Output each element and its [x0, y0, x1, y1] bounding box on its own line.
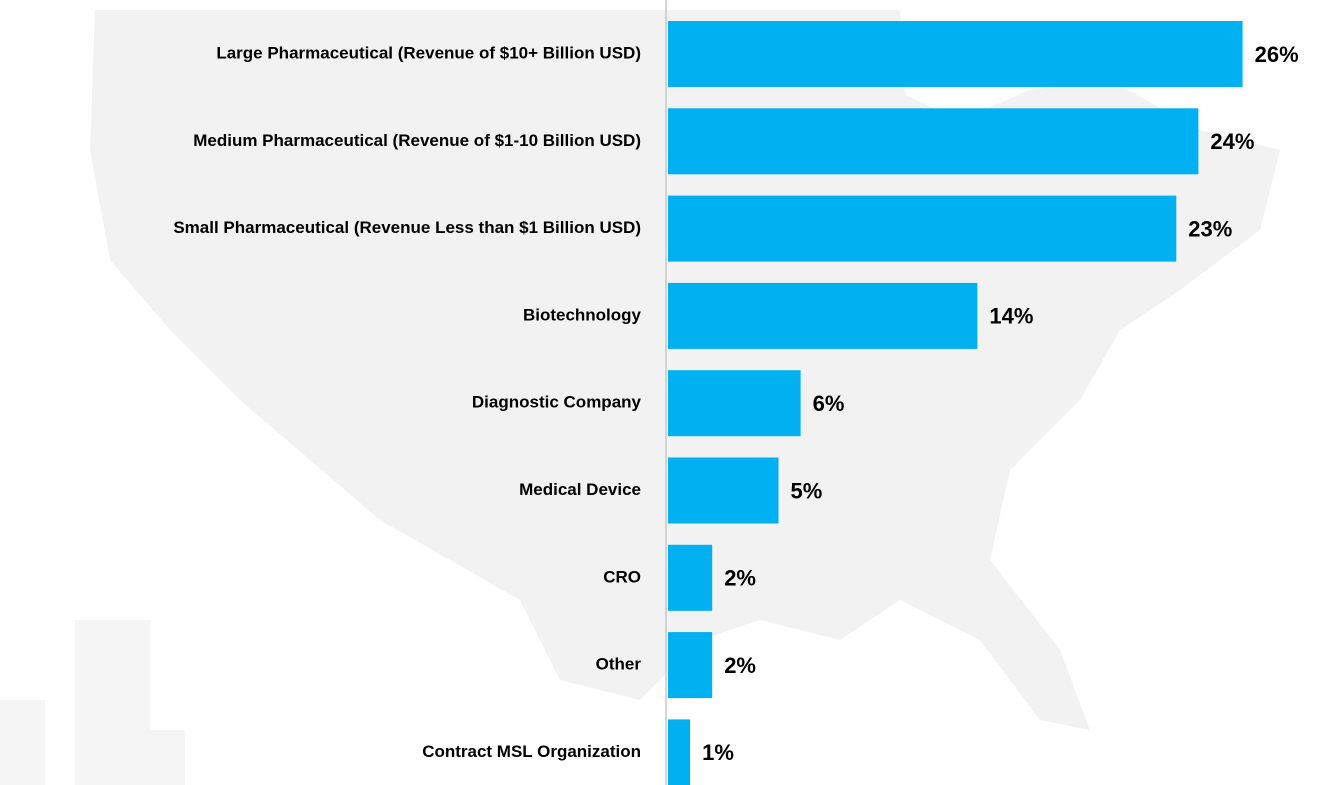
bar: [668, 21, 1243, 87]
bar: [668, 108, 1199, 175]
category-label: Medium Pharmaceutical (Revenue of $1-10 …: [193, 131, 641, 150]
category-label: Diagnostic Company: [472, 393, 642, 412]
category-label: Biotechnology: [523, 305, 642, 324]
bar: [668, 457, 779, 524]
value-label: 2%: [724, 566, 756, 591]
bar: [668, 370, 801, 437]
map-silhouette: [90, 10, 1280, 730]
bg-block: [75, 620, 150, 785]
value-label: 23%: [1188, 216, 1232, 241]
value-label: 24%: [1210, 129, 1254, 154]
bg-block: [150, 730, 185, 785]
bg-block: [0, 700, 45, 785]
value-label: 5%: [791, 478, 823, 503]
bar: [668, 544, 713, 611]
value-label: 26%: [1255, 42, 1299, 67]
bar: [668, 195, 1177, 262]
background-map: [0, 10, 1280, 785]
category-label: Large Pharmaceutical (Revenue of $10+ Bi…: [216, 43, 641, 62]
category-label: Other: [596, 655, 642, 674]
value-label: 2%: [724, 653, 756, 678]
category-label: Medical Device: [519, 480, 641, 499]
category-label: Small Pharmaceutical (Revenue Less than …: [173, 218, 641, 237]
category-label: Contract MSL Organization: [422, 742, 641, 761]
category-label: CRO: [603, 567, 641, 586]
value-label: 1%: [702, 740, 734, 765]
bar: [668, 632, 713, 699]
bar: [668, 719, 691, 785]
value-label: 6%: [813, 391, 845, 416]
value-label: 14%: [989, 304, 1033, 329]
bar: [668, 282, 978, 349]
